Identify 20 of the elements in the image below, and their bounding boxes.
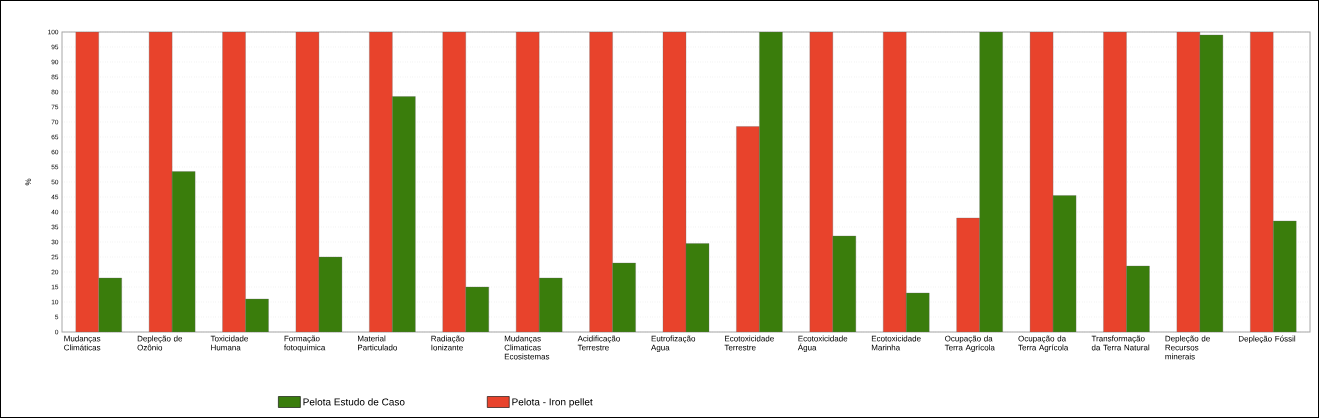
x-tick-label: Eutrofização Agua [651,335,696,352]
x-tick-label: Radiação Ionizante [431,335,465,351]
x-tick-label: Mudanças Climáticas [64,335,101,351]
x-tick-label: Transformação da Terra Natural [1091,335,1150,351]
x-tick-label: Acidificação Terrestre [577,335,620,351]
x-tick-label: Mudanças Climaticas Ecosistemas [504,335,550,360]
x-tick-label: Ocupação da Terra Agrícola [944,335,995,352]
x-tick-label: Ecotoxicidade Marinha [871,335,921,351]
x-tick-label: Ecotoxicidade Terrestre [724,335,774,351]
legend-label: Pelota Estudo de Caso [303,398,405,406]
x-tick-label: Toxicidade Humana [210,335,248,351]
x-tick-label: Material Particulado [358,335,398,351]
x-tick-label: Formação fotoquímica [284,335,326,352]
x-tick-label: Depleção de Ozônio [137,335,183,351]
x-tick-label: Depleção de Recursos minerais [1165,335,1210,360]
x-tick-label: Ecotoxicidade Água [797,335,848,352]
legend-label: Pelota - Iron pellet [512,398,593,408]
x-tick-label: Depleção Fóssil [1238,335,1296,344]
x-tick-label: Ocupação da Terra Agrícola [1018,335,1069,352]
y-axis-title: % [25,178,32,186]
